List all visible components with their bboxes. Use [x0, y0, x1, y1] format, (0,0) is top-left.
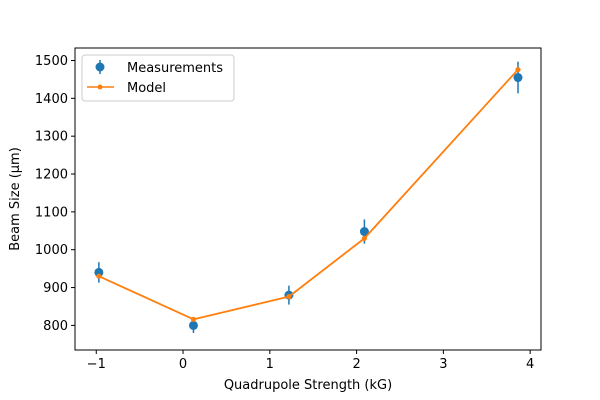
y-tick-label: 900 [43, 281, 68, 296]
legend: Measurements Model [81, 54, 235, 102]
legend-model-swatch [87, 84, 114, 90]
model-point [96, 273, 102, 279]
y-tick-label: 1000 [35, 243, 68, 258]
y-tick-label: 1300 [35, 130, 68, 145]
y-axis-label: Beam Size (μm) [8, 147, 23, 251]
legend-box [81, 54, 235, 102]
legend-measurements-swatch [95, 60, 105, 74]
model-point [515, 66, 521, 73]
x-tick-label: −1 [87, 357, 106, 372]
model-point [361, 235, 368, 241]
x-tick-label: 4 [526, 357, 534, 372]
measurement-point [94, 267, 104, 277]
model-point [190, 316, 197, 322]
x-axis-label: Quadrupole Strength (kG) [224, 378, 392, 393]
legend-model-label: Model [127, 81, 166, 96]
y-tick-label: 1200 [35, 168, 68, 183]
x-tick-label: 1 [266, 357, 274, 372]
plot-frame [74, 47, 542, 351]
y-tick-label: 800 [43, 319, 68, 334]
y-tick-label: 1400 [35, 92, 68, 107]
legend-measurements-label: Measurements [127, 61, 223, 76]
y-tick-label: 1500 [35, 54, 68, 69]
x-tick-label: 3 [439, 357, 447, 372]
measurement-point [188, 320, 198, 330]
x-axis: −1 0 1 2 3 4 [87, 350, 534, 372]
model-point [286, 294, 292, 300]
y-axis: 800 900 1000 1100 1200 1300 1400 1500 [35, 54, 75, 334]
legend-model-marker [97, 84, 103, 90]
measurement-point [513, 73, 523, 83]
legend-measurements-marker [95, 62, 105, 72]
x-tick-label: 2 [352, 357, 360, 372]
measurement-point [359, 227, 369, 237]
x-tick-label: 0 [179, 357, 187, 372]
chart-marks [94, 61, 523, 333]
y-tick-label: 1100 [35, 205, 68, 220]
